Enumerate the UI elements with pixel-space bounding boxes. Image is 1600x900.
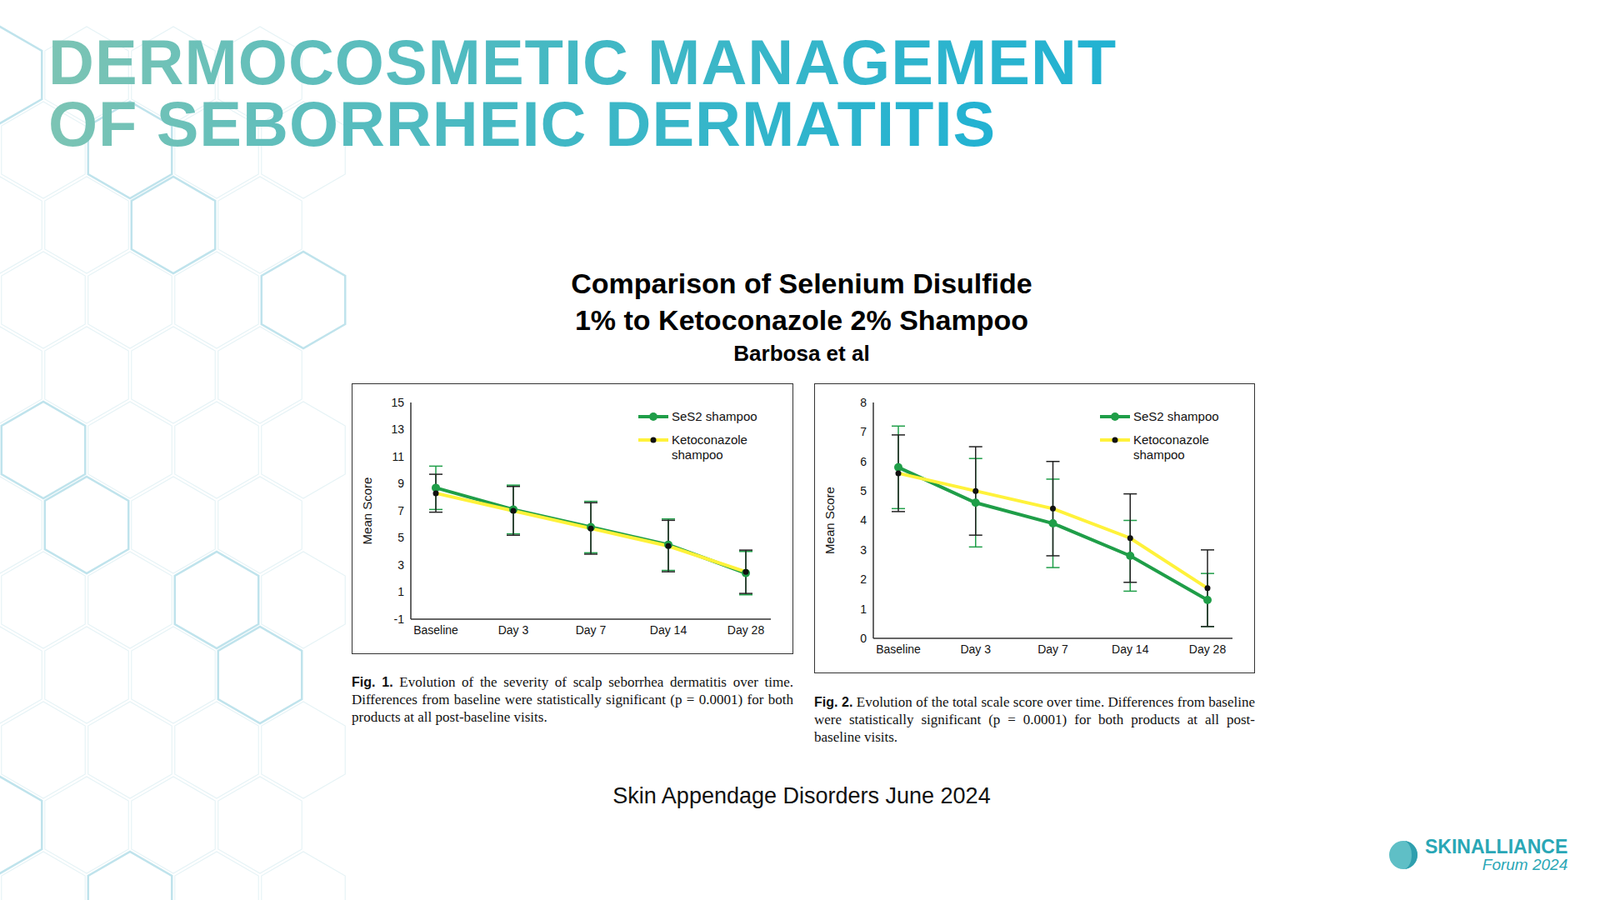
html-text:Ketoconazole shampoo: Ketoconazole shampoo bbox=[1133, 432, 1210, 462]
svg-text:Baseline: Baseline bbox=[413, 623, 459, 637]
svg-text:-1: -1 bbox=[394, 612, 405, 626]
svg-text:Day 7: Day 7 bbox=[1037, 642, 1069, 656]
svg-text:Baseline: Baseline bbox=[875, 642, 921, 656]
svg-text:4: 4 bbox=[860, 513, 867, 527]
svg-text:Day 28: Day 28 bbox=[1189, 642, 1227, 656]
svg-text:Day 14: Day 14 bbox=[1111, 642, 1150, 656]
svg-text:Mean Score: Mean Score bbox=[360, 477, 375, 545]
html-text:OF SEBORRHEIC DERMATITIS: OF SEBORRHEIC DERMATITIS bbox=[48, 88, 997, 160]
html-text:Forum 2024: Forum 2024 bbox=[1482, 855, 1568, 874]
svg-text:2: 2 bbox=[860, 572, 867, 586]
html-text:1% to Ketoconazole 2% Shampoo: 1% to Ketoconazole 2% Shampoo bbox=[575, 304, 1029, 336]
html-text:DERMOCOSMETIC MANAGEMENT: DERMOCOSMETIC MANAGEMENT bbox=[48, 26, 1117, 98]
svg-text:11: 11 bbox=[391, 450, 405, 464]
html-text:Comparison of Selenium Disulfi: Comparison of Selenium Disulfide bbox=[571, 267, 1033, 300]
svg-text:Day 14: Day 14 bbox=[650, 623, 688, 637]
html-text:Fig. 2. Evolution of the total: Fig. 2. Evolution of the total scale sco… bbox=[814, 694, 1255, 745]
svg-text:5: 5 bbox=[397, 530, 405, 545]
html-text:Ketoconazole shampoo: Ketoconazole shampoo bbox=[671, 432, 748, 462]
svg-text:6: 6 bbox=[860, 455, 867, 469]
svg-text:Day 7: Day 7 bbox=[575, 623, 607, 637]
svg-text:13: 13 bbox=[390, 422, 405, 436]
html-text:Barbosa et al: Barbosa et al bbox=[733, 340, 870, 366]
svg-text:0: 0 bbox=[860, 631, 867, 645]
svg-text:5: 5 bbox=[860, 484, 867, 498]
html-text:SKINALLIANCE: SKINALLIANCE bbox=[1425, 835, 1568, 858]
svg-text:9: 9 bbox=[397, 476, 405, 490]
svg-text:1: 1 bbox=[397, 585, 405, 599]
svg-text:15: 15 bbox=[390, 395, 405, 410]
html-text:Skin Appendage Disorders June: Skin Appendage Disorders June 2024 bbox=[612, 783, 991, 809]
html-text:Fig. 1. Evolution of the sever: Fig. 1. Evolution of the severity of sca… bbox=[351, 674, 794, 725]
svg-text:7: 7 bbox=[860, 425, 867, 439]
svg-text:3: 3 bbox=[860, 543, 867, 557]
svg-text:1: 1 bbox=[860, 602, 867, 616]
svg-text:Day 3: Day 3 bbox=[960, 642, 991, 656]
svg-text:3: 3 bbox=[397, 558, 405, 572]
svg-text:Day 28: Day 28 bbox=[727, 623, 765, 637]
svg-text:7: 7 bbox=[397, 504, 405, 518]
svg-text:Day 3: Day 3 bbox=[498, 623, 530, 637]
svg-text:Mean Score: Mean Score bbox=[822, 486, 837, 555]
html-text:SeS2 shampoo: SeS2 shampoo bbox=[671, 409, 758, 424]
svg-text:8: 8 bbox=[860, 395, 867, 410]
html-text:SeS2 shampoo: SeS2 shampoo bbox=[1133, 409, 1219, 424]
